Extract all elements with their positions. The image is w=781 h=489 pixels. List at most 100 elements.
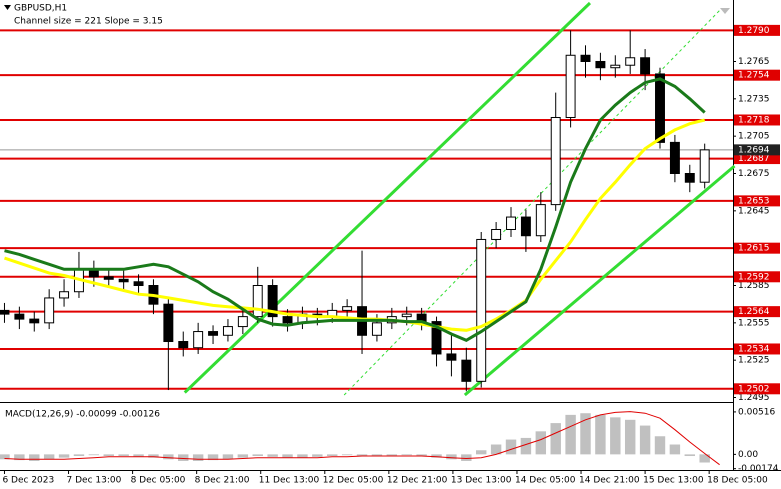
macd-bar (520, 437, 532, 455)
y-tick-label: 1.2555 (738, 318, 770, 328)
y-tick-label: 1.2495 (738, 393, 770, 403)
macd-bar (446, 454, 457, 460)
candle-body (103, 276, 114, 280)
candle-body (655, 73, 665, 143)
level-label: 1.2718 (738, 115, 770, 125)
x-tick-label: 15 Dec 13:00 (643, 476, 704, 486)
y-tick-label: 1.2765 (738, 57, 770, 67)
candle-body (252, 285, 263, 318)
chart-subtitle: Channel size = 221 Slope = 3.15 (14, 17, 163, 27)
menu-icon (4, 5, 11, 10)
level-label: 1.2754 (738, 71, 770, 81)
candle-body (133, 281, 144, 287)
level-label-box (734, 242, 780, 254)
y-tick-label: 0.00 (738, 450, 758, 460)
candle-body (506, 216, 516, 231)
macd-bar (476, 450, 487, 455)
candle-body (565, 54, 576, 118)
macd-bar (431, 454, 442, 458)
y-tick-label: 1.2645 (738, 206, 770, 216)
candle-body (610, 64, 621, 69)
macd-bar (669, 444, 681, 455)
macd-bar (371, 454, 383, 457)
macd-bar (610, 417, 621, 455)
y-tick-label: 1.2525 (738, 356, 770, 366)
macd-bar (237, 454, 249, 458)
x-tick-label: 18 Dec 05:00 (707, 476, 768, 486)
candle-body (699, 149, 710, 183)
candle-body (550, 116, 561, 206)
macd-bar (118, 454, 129, 457)
candle-body (491, 229, 502, 240)
candle-body (342, 306, 353, 311)
macd-bar (535, 431, 547, 455)
x-tick-label: 6 Dec 2023 (2, 476, 54, 486)
level-label-box (734, 114, 780, 126)
candle-body (282, 316, 293, 324)
macd-bar (624, 419, 636, 455)
candle-body (29, 318, 40, 324)
macd-bar (192, 454, 204, 461)
macd-bar (14, 454, 25, 461)
candle-body (371, 322, 382, 336)
shift-icon (720, 8, 730, 14)
macd-bar (386, 454, 398, 457)
macd-bar (297, 454, 308, 458)
y-tick-label: 1.2585 (738, 281, 770, 291)
macd-bar (699, 454, 710, 463)
macd-bar (0, 454, 10, 460)
level-label: 1.2653 (738, 196, 770, 206)
macd-bar (148, 454, 159, 458)
channel-line (183, 1, 592, 394)
macd-bar (29, 454, 40, 461)
level-label: 1.2687 (738, 154, 770, 164)
candle-body (208, 331, 219, 336)
macd-bar (252, 454, 263, 457)
macd-signal (4, 411, 720, 466)
candle-body (431, 321, 442, 355)
macd-bar (490, 444, 502, 455)
macd-bar (356, 454, 368, 457)
macd-bar (312, 454, 323, 457)
level-label-box (734, 306, 780, 318)
candle-body (625, 57, 636, 66)
y-tick-label: 1.2675 (738, 169, 770, 179)
chart-title: GBPUSD,H1 (14, 4, 67, 14)
macd-bar (163, 454, 174, 460)
macd-bar (639, 425, 651, 455)
macd-bar (58, 454, 70, 458)
macd-bar (133, 454, 144, 457)
macd-bar (401, 454, 412, 456)
candle-body (535, 204, 546, 237)
macd-title: MACD(12,26,9) -0.00099 -0.00126 (5, 410, 160, 420)
macd-bar (267, 454, 278, 457)
level-label: 1.2534 (738, 344, 770, 354)
candle-body (580, 54, 591, 62)
y-tick-label: -0.00174 (738, 464, 779, 474)
last-price-box (734, 144, 780, 156)
candle-body (193, 331, 204, 349)
candle-body (669, 141, 680, 174)
candle-body (237, 316, 248, 328)
candle-body (44, 297, 55, 324)
macd-bar (73, 454, 85, 457)
candle-body (640, 57, 651, 75)
macd-bar (580, 413, 591, 455)
x-tick-label: 13 Dec 13:00 (451, 476, 512, 486)
macd-bar (595, 414, 606, 455)
macd-bar (207, 454, 219, 461)
x-tick-label: 8 Dec 21:00 (195, 476, 250, 486)
macd-bar (178, 454, 189, 461)
macd-bar (565, 414, 576, 455)
macd-bar (654, 436, 666, 455)
x-tick-label: 14 Dec 21:00 (579, 476, 640, 486)
candle-body (163, 303, 174, 343)
level-label-box (734, 24, 780, 36)
candle-body (118, 278, 129, 283)
level-label: 1.2790 (738, 26, 770, 36)
level-label-box (734, 69, 780, 81)
macd-bar (88, 454, 100, 456)
moving-average (4, 77, 706, 342)
level-label-box (734, 383, 780, 395)
y-tick-label: 1.2705 (738, 132, 770, 142)
